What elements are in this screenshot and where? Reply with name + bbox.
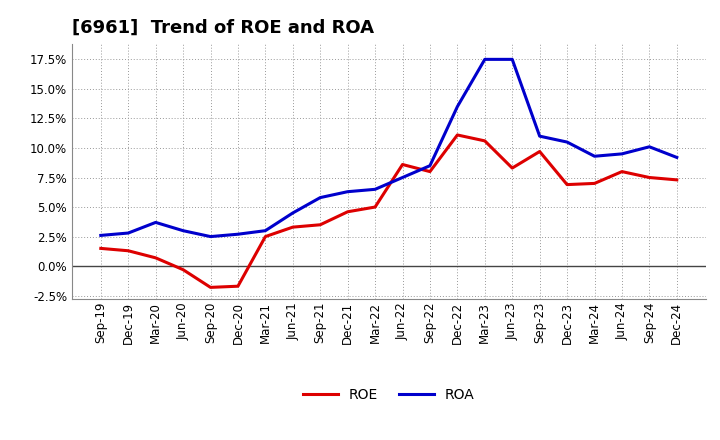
ROA xyxy=(343,189,352,194)
ROA xyxy=(398,175,407,180)
ROA xyxy=(618,151,626,157)
ROA xyxy=(96,233,105,238)
ROE xyxy=(426,169,434,174)
ROA xyxy=(508,57,516,62)
ROE xyxy=(206,285,215,290)
ROA xyxy=(151,220,160,225)
ROA xyxy=(563,139,572,145)
ROE xyxy=(536,149,544,154)
ROA xyxy=(316,195,325,200)
ROE xyxy=(261,234,270,239)
ROA xyxy=(371,187,379,192)
ROE xyxy=(289,224,297,230)
ROE xyxy=(563,182,572,187)
ROA xyxy=(179,228,187,233)
Legend: ROE, ROA: ROE, ROA xyxy=(303,388,474,402)
ROA xyxy=(233,231,242,237)
ROA xyxy=(261,228,270,233)
ROE xyxy=(316,222,325,227)
ROE xyxy=(371,205,379,210)
Line: ROA: ROA xyxy=(101,59,677,237)
ROE xyxy=(672,177,681,183)
ROA xyxy=(645,144,654,150)
ROA xyxy=(590,154,599,159)
ROE xyxy=(343,209,352,214)
ROE xyxy=(590,181,599,186)
Line: ROE: ROE xyxy=(101,135,677,287)
ROA xyxy=(124,231,132,236)
ROE xyxy=(151,255,160,260)
ROE xyxy=(179,267,187,272)
ROE xyxy=(453,132,462,138)
ROE xyxy=(480,138,489,143)
ROE xyxy=(645,175,654,180)
ROA xyxy=(480,57,489,62)
ROA xyxy=(672,155,681,160)
Text: [6961]  Trend of ROE and ROA: [6961] Trend of ROE and ROA xyxy=(72,19,374,37)
ROA xyxy=(426,163,434,169)
ROA xyxy=(536,133,544,139)
ROE xyxy=(398,162,407,167)
ROA xyxy=(289,210,297,216)
ROE xyxy=(96,246,105,251)
ROA xyxy=(206,234,215,239)
ROE xyxy=(124,248,132,253)
ROE xyxy=(618,169,626,174)
ROA xyxy=(453,104,462,109)
ROE xyxy=(233,283,242,289)
ROE xyxy=(508,165,516,171)
